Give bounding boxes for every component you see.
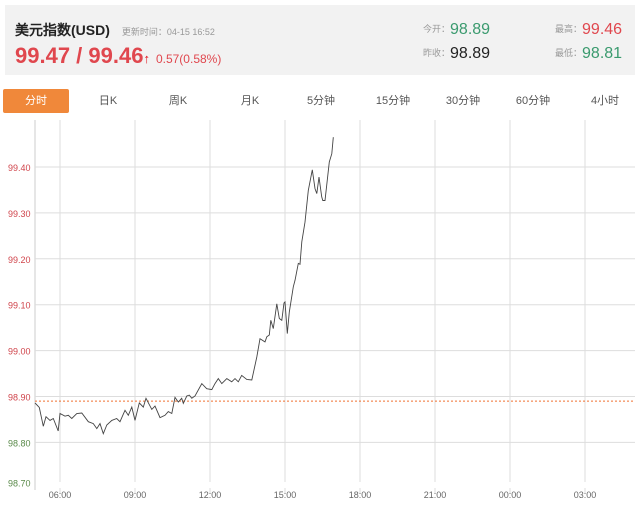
x-tick-label: 21:00 bbox=[424, 490, 447, 500]
prev-close-label: 昨收： bbox=[423, 48, 451, 58]
low-value: 98.81 bbox=[582, 45, 623, 62]
period-tabs: 分时 日K 周K 月K 5分钟 15分钟 30分钟 60分钟 4小时 bbox=[0, 89, 640, 113]
x-tick-label: 06:00 bbox=[49, 490, 72, 500]
x-tick-label: 15:00 bbox=[274, 490, 297, 500]
tab-intraday[interactable]: 分时 bbox=[3, 89, 69, 113]
y-tick-label: 98.70 bbox=[8, 478, 31, 488]
open-value: 98.89 bbox=[450, 21, 491, 38]
tab-daily[interactable]: 日K bbox=[98, 95, 118, 107]
x-tick-label: 09:00 bbox=[124, 490, 147, 500]
x-tick-label: 03:00 bbox=[574, 490, 597, 500]
y-tick-label: 99.20 bbox=[8, 255, 31, 265]
high-value: 99.46 bbox=[582, 21, 623, 38]
price-line bbox=[34, 137, 334, 436]
low-label: 最低： bbox=[555, 48, 583, 58]
high-label: 最高： bbox=[555, 24, 583, 34]
tab-monthly[interactable]: 月K bbox=[240, 95, 260, 107]
quote-header: 美元指数(USD) 更新时间：04-15 16:52 99.47 / 99.46… bbox=[5, 5, 635, 75]
prev-close-value: 98.89 bbox=[450, 45, 491, 62]
prev-close-stat: 昨收：98.89 bbox=[423, 43, 491, 62]
title-row: 美元指数(USD) 更新时间：04-15 16:52 bbox=[15, 20, 215, 40]
y-tick-label: 99.10 bbox=[8, 301, 31, 311]
y-tick-label: 98.80 bbox=[8, 438, 31, 448]
tab-weekly[interactable]: 周K bbox=[168, 95, 188, 107]
tab-4hour[interactable]: 4小时 bbox=[590, 95, 620, 107]
open-stat: 今开：98.89 bbox=[423, 19, 491, 38]
y-tick-label: 99.40 bbox=[8, 163, 31, 173]
up-arrow-icon: ↑ bbox=[143, 51, 150, 66]
open-label: 今开： bbox=[423, 24, 451, 34]
price-change: 0.57(0.58%) bbox=[155, 52, 222, 66]
price-value: 99.47 / 99.46 bbox=[15, 43, 144, 68]
low-stat: 最低：98.81 bbox=[555, 43, 623, 62]
update-time: 更新时间：04-15 16:52 bbox=[121, 27, 215, 37]
y-tick-label: 99.30 bbox=[8, 209, 31, 219]
high-stat: 最高：99.46 bbox=[555, 19, 623, 38]
x-tick-label: 00:00 bbox=[499, 490, 522, 500]
current-price: 99.47 / 99.46↑ bbox=[15, 43, 150, 69]
y-tick-label: 99.00 bbox=[8, 347, 31, 357]
y-tick-label: 98.90 bbox=[8, 393, 31, 403]
instrument-title: 美元指数(USD) bbox=[15, 22, 110, 38]
tab-60min[interactable]: 60分钟 bbox=[515, 95, 551, 107]
tab-15min[interactable]: 15分钟 bbox=[375, 95, 411, 107]
tab-5min[interactable]: 5分钟 bbox=[306, 95, 336, 107]
tab-30min[interactable]: 30分钟 bbox=[445, 95, 481, 107]
x-tick-label: 12:00 bbox=[199, 490, 222, 500]
price-row: 99.47 / 99.46↑ 0.57(0.58%) bbox=[15, 43, 221, 69]
x-tick-label: 18:00 bbox=[349, 490, 372, 500]
